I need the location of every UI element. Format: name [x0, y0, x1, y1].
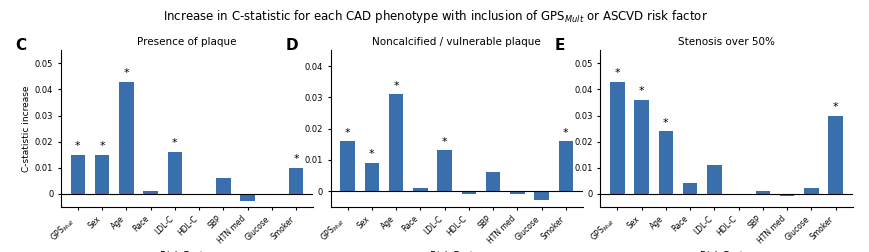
Bar [754, 191, 769, 194]
Text: *: * [123, 68, 129, 78]
Bar [95, 154, 109, 194]
Bar [289, 168, 303, 194]
Text: *: * [99, 141, 105, 151]
Bar [143, 191, 158, 194]
Bar [364, 163, 379, 191]
Bar [634, 100, 648, 194]
Text: *: * [832, 102, 838, 112]
Bar [609, 82, 624, 194]
Bar [658, 131, 673, 194]
Bar [485, 172, 500, 191]
Bar [682, 183, 697, 194]
Title: Stenosis over 50%: Stenosis over 50% [677, 37, 774, 47]
Text: *: * [638, 86, 644, 96]
Bar [388, 94, 403, 191]
Text: *: * [75, 141, 81, 151]
Text: Increase in C-statistic for each CAD phenotype with inclusion of GPS$_{Mult}$ or: Increase in C-statistic for each CAD phe… [163, 8, 706, 24]
Bar [119, 82, 134, 194]
Bar [340, 141, 355, 191]
Y-axis label: C-statistic increase: C-statistic increase [22, 85, 30, 172]
X-axis label: Risk Factor: Risk Factor [699, 251, 753, 252]
Text: *: * [441, 137, 447, 147]
X-axis label: Risk Factor: Risk Factor [160, 251, 214, 252]
Text: *: * [293, 154, 299, 164]
Text: D: D [285, 38, 297, 53]
Text: *: * [614, 68, 620, 78]
Bar [803, 188, 818, 194]
Bar [70, 154, 85, 194]
Bar [827, 115, 842, 194]
Text: *: * [344, 128, 350, 138]
Title: Noncalcified / vulnerable plaque: Noncalcified / vulnerable plaque [372, 37, 541, 47]
Text: C: C [16, 38, 27, 53]
Text: E: E [554, 38, 565, 53]
X-axis label: Risk Factor: Risk Factor [429, 251, 483, 252]
Bar [706, 165, 720, 194]
Text: *: * [562, 128, 568, 138]
Text: *: * [393, 81, 399, 91]
Bar [216, 178, 230, 194]
Bar [534, 191, 548, 200]
Bar [461, 191, 475, 194]
Bar [413, 188, 428, 191]
Bar [437, 150, 451, 191]
Bar [168, 152, 182, 194]
Text: *: * [368, 149, 375, 159]
Title: Presence of plaque: Presence of plaque [137, 37, 236, 47]
Bar [240, 194, 255, 201]
Text: *: * [172, 138, 177, 148]
Text: *: * [662, 117, 668, 128]
Bar [779, 194, 793, 196]
Bar [509, 191, 524, 194]
Bar [558, 141, 573, 191]
